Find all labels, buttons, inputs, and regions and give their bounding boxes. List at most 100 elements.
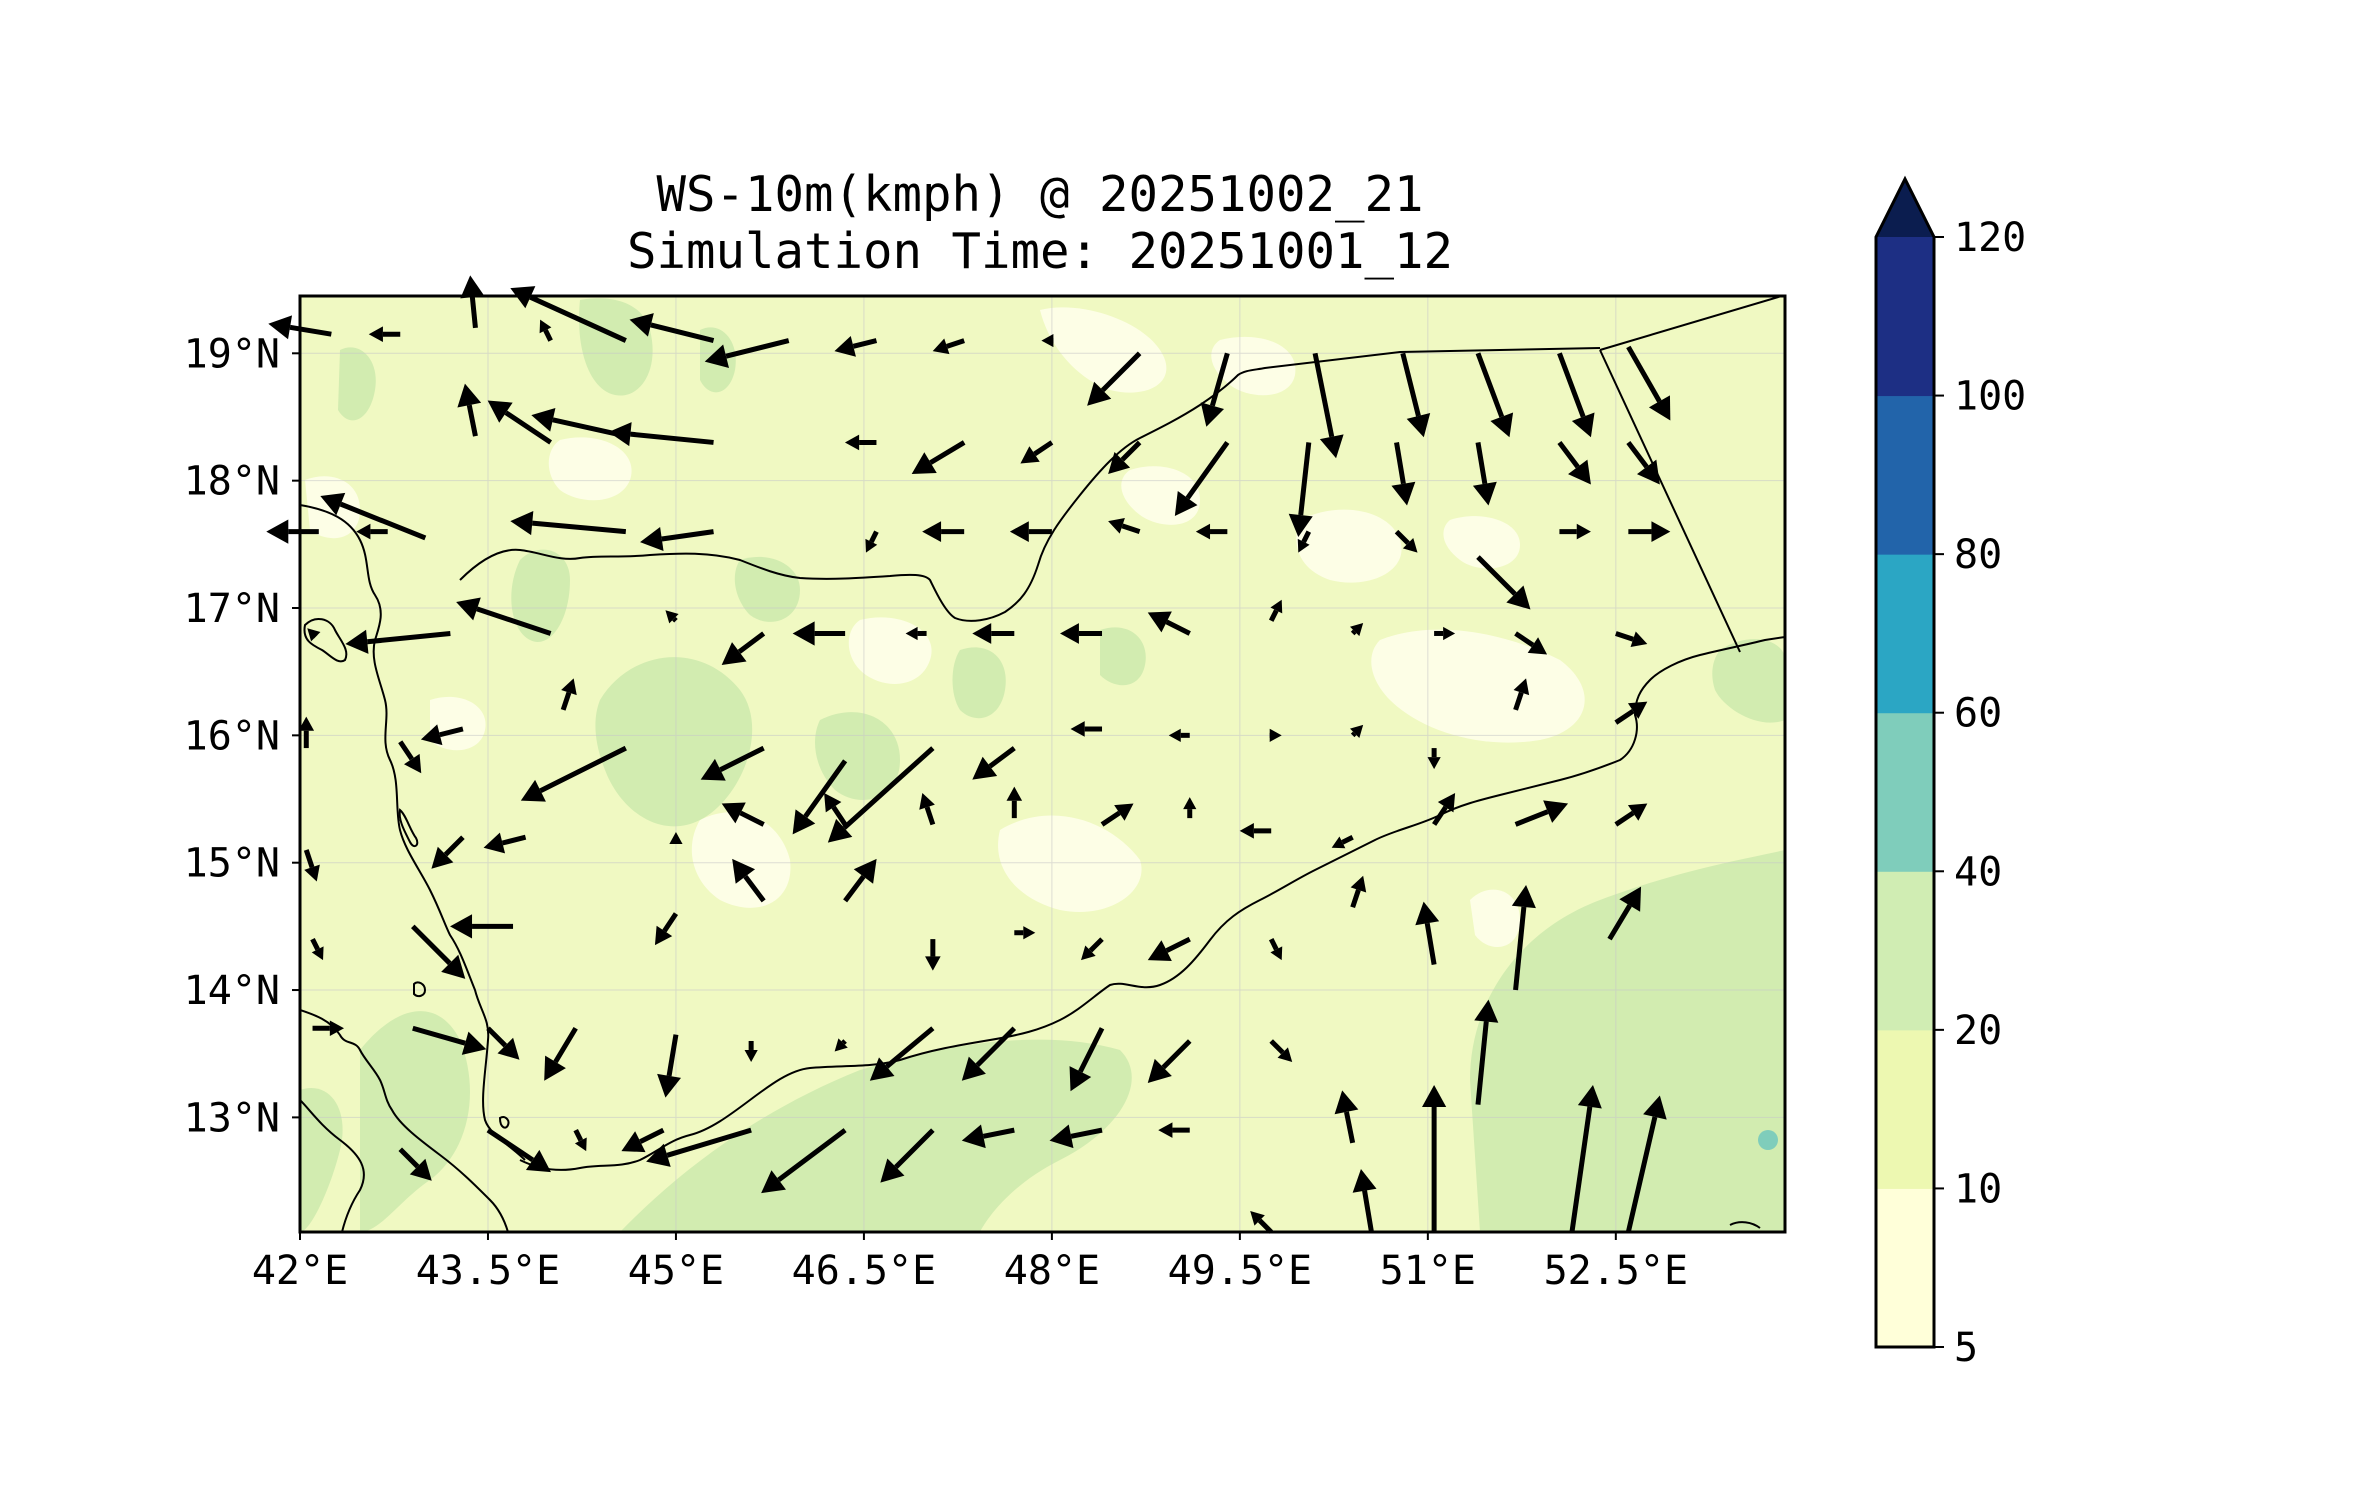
lat-tick-label: 15°N	[184, 841, 280, 887]
wind-arrow	[880, 1128, 935, 1183]
wind-arrow	[1476, 555, 1531, 610]
wind-arrow	[1060, 623, 1103, 644]
wind-arrow	[1625, 1095, 1667, 1233]
wind-arrow	[1239, 823, 1272, 839]
wind-arrow	[1415, 901, 1440, 965]
wind-speed-field	[300, 296, 1785, 1232]
wind-arrow	[646, 1127, 752, 1167]
wind-arrow	[1041, 333, 1054, 348]
colorbar-extend-arrow	[1876, 179, 1934, 237]
wind-arrow	[1087, 351, 1142, 406]
lat-tick-label: 17°N	[184, 586, 280, 632]
lon-tick-label: 48°E	[1004, 1248, 1100, 1294]
wind-arrow	[1626, 345, 1671, 421]
wind-arrow	[1352, 1169, 1377, 1233]
wind-arrow	[961, 1026, 1017, 1081]
lat-tick-label: 14°N	[184, 968, 280, 1014]
lon-tick-label: 51°E	[1380, 1248, 1476, 1294]
high-wind-spot	[1758, 1130, 1778, 1150]
wind-arrow	[1070, 721, 1103, 737]
wind-arrow	[1297, 530, 1312, 553]
wind-arrow	[1511, 885, 1536, 991]
eritrea-coast	[300, 1009, 509, 1232]
wind-arrow	[266, 519, 319, 544]
wind-arrow	[1100, 803, 1134, 827]
wind-arrow	[312, 1020, 345, 1037]
wind-arrow	[303, 849, 320, 882]
wind-arrow	[1427, 748, 1441, 770]
wind-arrow	[1009, 521, 1052, 542]
colorbar-segment	[1876, 395, 1934, 555]
wind-arrow	[1158, 1122, 1190, 1138]
colorbar-segment	[1876, 871, 1934, 1031]
wind-arrow	[1147, 936, 1191, 962]
wind-arrow	[1614, 701, 1648, 725]
wind-arrow	[869, 1026, 935, 1081]
wind-arrow	[824, 792, 848, 826]
colorbar: 5 10 20 40 60 80 100 120	[1874, 175, 2026, 1371]
lat-tick-label: 18°N	[184, 459, 280, 505]
wind-arrow	[412, 1025, 487, 1055]
wind-arrow	[298, 716, 315, 749]
wind-arrow	[1014, 926, 1036, 940]
wind-arrow	[1514, 631, 1548, 655]
wind-arrow	[456, 597, 552, 636]
wind-arrow	[420, 724, 464, 746]
wind-arrow	[486, 1026, 520, 1060]
wind-arrow	[1432, 792, 1456, 826]
colorbar-tick-label: 60	[1954, 691, 2002, 737]
wind-arrow	[657, 1034, 682, 1098]
lon-tick-label: 46.5°E	[792, 1248, 937, 1294]
wind-arrow	[431, 835, 465, 869]
wind-arrow	[398, 1147, 432, 1181]
wind-arrow	[398, 740, 422, 774]
wind-arrow	[843, 858, 877, 903]
farasan-island	[303, 618, 348, 663]
wind-arrow	[1081, 937, 1104, 961]
wind-arrow	[1331, 834, 1354, 849]
plot-title: WS-10m(kmph) @ 20251002_21	[656, 166, 1424, 223]
kamaran-island	[398, 808, 419, 848]
wind-arrow	[520, 745, 627, 802]
wind-arrow	[1108, 518, 1141, 534]
wind-arrow	[457, 383, 482, 437]
wind-arrow	[1183, 797, 1197, 819]
wind-arrow	[307, 628, 321, 642]
colorbar-tick-label: 120	[1954, 215, 2026, 261]
wind-arrow	[640, 527, 714, 551]
wind-arrow	[669, 831, 683, 844]
red-sea-coast-west	[300, 504, 526, 1161]
lon-tick-label: 52.5°E	[1544, 1248, 1689, 1294]
wind-arrow	[1628, 521, 1671, 542]
wind-arrow	[544, 1026, 578, 1081]
wind-arrow	[560, 678, 577, 711]
colorbar-tick-label: 20	[1954, 1008, 2002, 1054]
wind-arrow	[761, 1128, 847, 1194]
yemen-oman-border	[1599, 349, 1741, 653]
wind-arrow	[834, 1038, 848, 1052]
wind-arrow	[1607, 886, 1642, 941]
wind-arrow	[1614, 803, 1648, 827]
lon-tick-label: 45°E	[628, 1248, 724, 1294]
moderate-wind-patches	[300, 298, 1785, 1232]
perim-island	[498, 1116, 510, 1129]
wind-arrow	[1195, 523, 1228, 540]
gulf-of-aden-coast	[519, 636, 1785, 1171]
wind-arrow	[1350, 622, 1364, 637]
lon-tick-label: 49.5°E	[1168, 1248, 1313, 1294]
oman-saudi-border	[1599, 296, 1785, 351]
wind-arrow	[721, 631, 766, 665]
colorbar-tick-label: 5	[1954, 1325, 1978, 1371]
wind-arrow	[1569, 1085, 1602, 1233]
wind-arrow	[539, 319, 553, 342]
wind-arrow	[1350, 875, 1367, 909]
socotra-archipelago	[1729, 1221, 1761, 1229]
zuqar-island	[413, 981, 427, 998]
lon-tick-label: 43.5°E	[416, 1248, 561, 1294]
wind-arrow	[1474, 999, 1499, 1105]
wind-arrow	[1049, 1124, 1103, 1149]
wind-arrow	[1200, 352, 1230, 427]
wind-arrow	[573, 1129, 587, 1152]
wind-arrow	[834, 335, 878, 357]
